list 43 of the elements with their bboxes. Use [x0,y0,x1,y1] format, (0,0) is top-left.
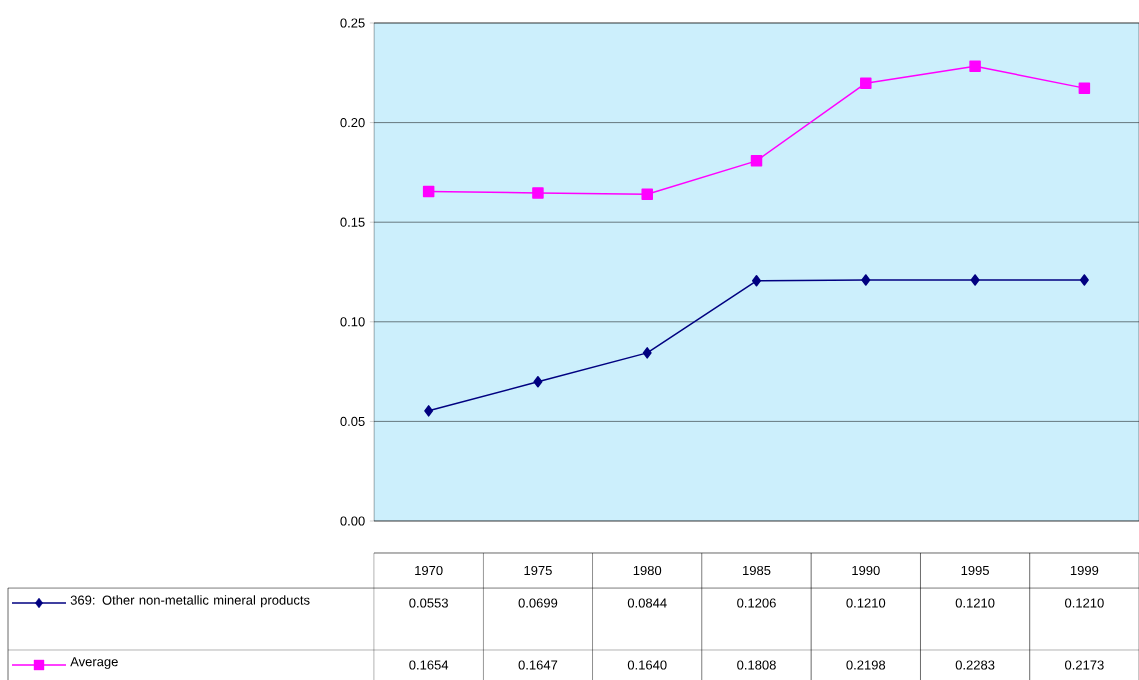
x-tick-label: 1980 [633,565,662,576]
point [422,185,435,198]
x-tick-label: 1985 [743,565,771,576]
legend-label: 369: Other non-metallic mineral products [70,595,310,608]
y-tick-label: 0.15 [340,217,365,227]
data-label: 0.2173 [1065,660,1104,670]
data-label: 0.0844 [627,598,667,608]
x-tick-label: 1999 [1070,565,1099,576]
data-label: 0.1210 [1065,598,1104,608]
point [642,347,652,359]
x-tick-label: 1995 [961,565,989,576]
y-tick-label: 0.10 [340,317,365,327]
y-tick-label: 0.05 [340,416,365,426]
data-label: 0.1647 [518,660,558,670]
legend-label: Average [70,657,118,669]
point [532,187,544,199]
point [641,188,653,201]
data-label: 0.0553 [409,598,448,608]
data-label: 0.2283 [955,660,995,670]
point [533,376,543,388]
data-label: 0.1808 [737,660,776,670]
point [424,405,434,417]
point [860,77,872,89]
point [1079,274,1089,286]
data-label: 0.1210 [846,598,886,608]
x-tick-label: 1970 [415,565,443,576]
point [752,275,762,287]
data-label: 0.1210 [955,598,995,608]
point [969,60,981,72]
data-label: 0.1640 [627,660,667,670]
data-label: 0.1206 [737,598,776,608]
y-tick-label: 0.20 [340,117,365,128]
point [1078,82,1091,94]
point [750,155,763,167]
y-tick-label: 0.00 [340,516,365,526]
data-label: 0.0699 [518,598,558,608]
x-tick-label: 1975 [524,565,552,576]
data-label: 0.1654 [409,660,449,670]
y-tick-label: 0.25 [340,18,365,28]
x-tick-label: 1990 [852,565,880,576]
data-label: 0.2198 [846,660,886,670]
point [970,274,980,286]
point [861,274,871,286]
